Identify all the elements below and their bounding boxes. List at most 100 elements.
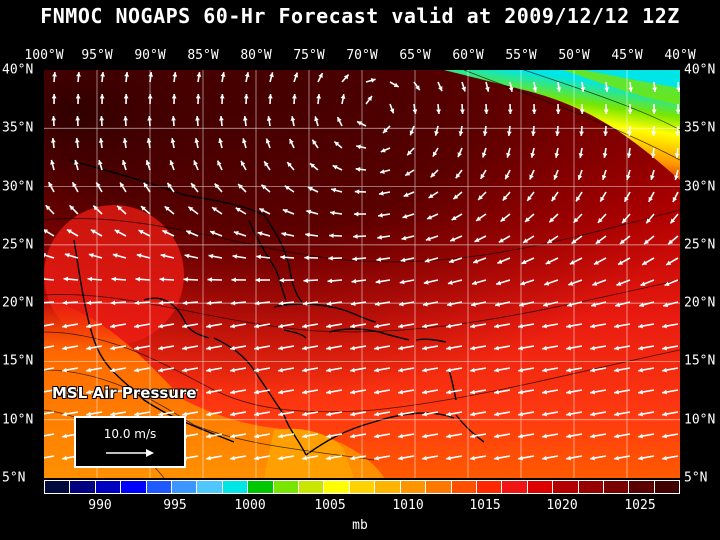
wind-arrow-head <box>193 160 198 166</box>
wind-arrow-head <box>473 258 479 264</box>
wind-arrow-head <box>326 345 331 351</box>
wind-arrow-head <box>446 389 451 395</box>
wind-arrow-head <box>571 238 577 244</box>
wind-arrow-head <box>627 109 633 114</box>
wind-arrow-head <box>461 86 466 92</box>
wind-arrow-head <box>86 300 92 306</box>
wind-arrow-head <box>326 367 331 373</box>
wind-arrow-head <box>590 367 595 373</box>
wind-arrow-head <box>134 389 139 395</box>
wind-arrow-head <box>577 174 583 180</box>
wind-arrow-head <box>350 323 355 329</box>
wind-arrow-head <box>549 217 555 223</box>
wind-arrow-head <box>98 160 103 165</box>
wind-arrow-head <box>69 205 75 211</box>
wind-arrow-head <box>254 323 259 329</box>
wind-arrow-head <box>162 230 168 235</box>
wind-arrow-head <box>592 281 598 286</box>
wind-arrow-head <box>330 210 335 216</box>
wind-arrow-head <box>597 218 603 223</box>
wind-arrow-head <box>422 345 427 351</box>
wind-arrow-head <box>110 345 115 351</box>
wind-arrow-head <box>111 276 117 282</box>
wind-arrow-head <box>568 281 574 286</box>
wind-arrow-head <box>254 367 259 373</box>
wind-arrow-head <box>602 153 608 158</box>
wind-arrow-head <box>430 172 436 178</box>
wind-arrow-head <box>134 411 139 417</box>
wind-arrow-head <box>266 116 272 121</box>
wind-arrow-head <box>62 323 67 329</box>
wind-arrow-head <box>603 109 609 114</box>
wind-arrow-head <box>518 389 523 395</box>
wind-arrow-head <box>86 323 91 329</box>
wind-arrow-head <box>553 174 559 180</box>
wind-arrow-head <box>306 209 312 215</box>
wind-arrow-head <box>498 238 504 243</box>
wind-arrow-head <box>158 300 164 306</box>
wind-arrow-head <box>217 160 222 166</box>
wind-arrow-head <box>340 94 346 99</box>
wind-arrow-head <box>470 323 475 329</box>
wind-arrow-head <box>566 433 571 439</box>
wind-arrow-head <box>664 281 670 287</box>
wind-arrow-head <box>474 237 480 242</box>
wind-arrow-head <box>195 116 200 121</box>
wind-arrow-head <box>542 411 547 417</box>
wind-arrow-head <box>638 367 643 373</box>
wind-arrow-head <box>432 151 438 157</box>
wind-arrow-head <box>135 276 141 282</box>
wind-arrow-head <box>44 229 48 234</box>
wind-arrow <box>44 367 55 371</box>
wind-arrow-head <box>455 173 461 179</box>
wind-arrow-head <box>376 257 382 262</box>
wind-arrow-head <box>206 455 211 461</box>
wind-arrow-head <box>622 218 627 224</box>
wind-arrow-head <box>494 345 499 351</box>
wind-arrow-head <box>593 260 599 265</box>
wind-arrow-head <box>374 411 379 417</box>
wind-arrow-head <box>74 159 79 165</box>
wind-arrow-head <box>398 345 403 351</box>
wind-arrow-head <box>240 160 246 166</box>
wind-arrow-head <box>62 345 67 351</box>
wind-arrow-head <box>75 94 81 99</box>
wind-arrow-head <box>478 195 483 200</box>
wind-arrow-head <box>646 218 651 224</box>
wind-arrow-head <box>614 433 619 439</box>
wind-arrow-head <box>470 455 475 461</box>
wind-arrow-head <box>206 433 211 439</box>
wind-arrow-head <box>355 166 361 172</box>
wind-arrow-head <box>446 367 451 373</box>
wind-arrow-head <box>448 258 454 264</box>
wind-arrow-head <box>210 230 215 236</box>
wind-arrow-head <box>51 116 57 121</box>
colorbar-tick-label: 1010 <box>392 498 424 513</box>
wind-arrow-head <box>601 174 607 180</box>
colorbar-tick-label: 1000 <box>234 498 266 513</box>
wind-arrow-head <box>638 411 643 417</box>
wind-arrow-head <box>542 345 547 351</box>
wind-arrow-head <box>261 184 267 190</box>
wind-arrow-head <box>170 138 176 143</box>
longitude-label: 100°W <box>24 48 64 63</box>
wind-arrow-head <box>86 367 91 373</box>
wind-arrow-head <box>551 196 557 202</box>
longitude-label: 90°W <box>134 48 166 63</box>
wind-scale-box: 10.0 m/s <box>74 416 186 468</box>
wind-arrow-head <box>422 411 427 417</box>
wind-arrow-head <box>459 109 465 114</box>
wind-arrow <box>44 301 55 304</box>
wind-arrow-head <box>375 279 381 284</box>
wind-arrow-head <box>354 189 360 195</box>
wind-arrow-head <box>206 389 211 395</box>
wind-arrow-head <box>618 260 624 265</box>
wind-arrow-head <box>122 138 128 143</box>
wind-arrow-head <box>326 389 331 395</box>
wind-arrow-head <box>616 281 622 286</box>
wind-arrow <box>44 411 55 415</box>
wind-scale-arrow <box>106 449 154 457</box>
wind-arrow-head <box>566 411 571 417</box>
wind-arrow-head <box>398 433 403 439</box>
wind-arrow-head <box>318 73 323 79</box>
